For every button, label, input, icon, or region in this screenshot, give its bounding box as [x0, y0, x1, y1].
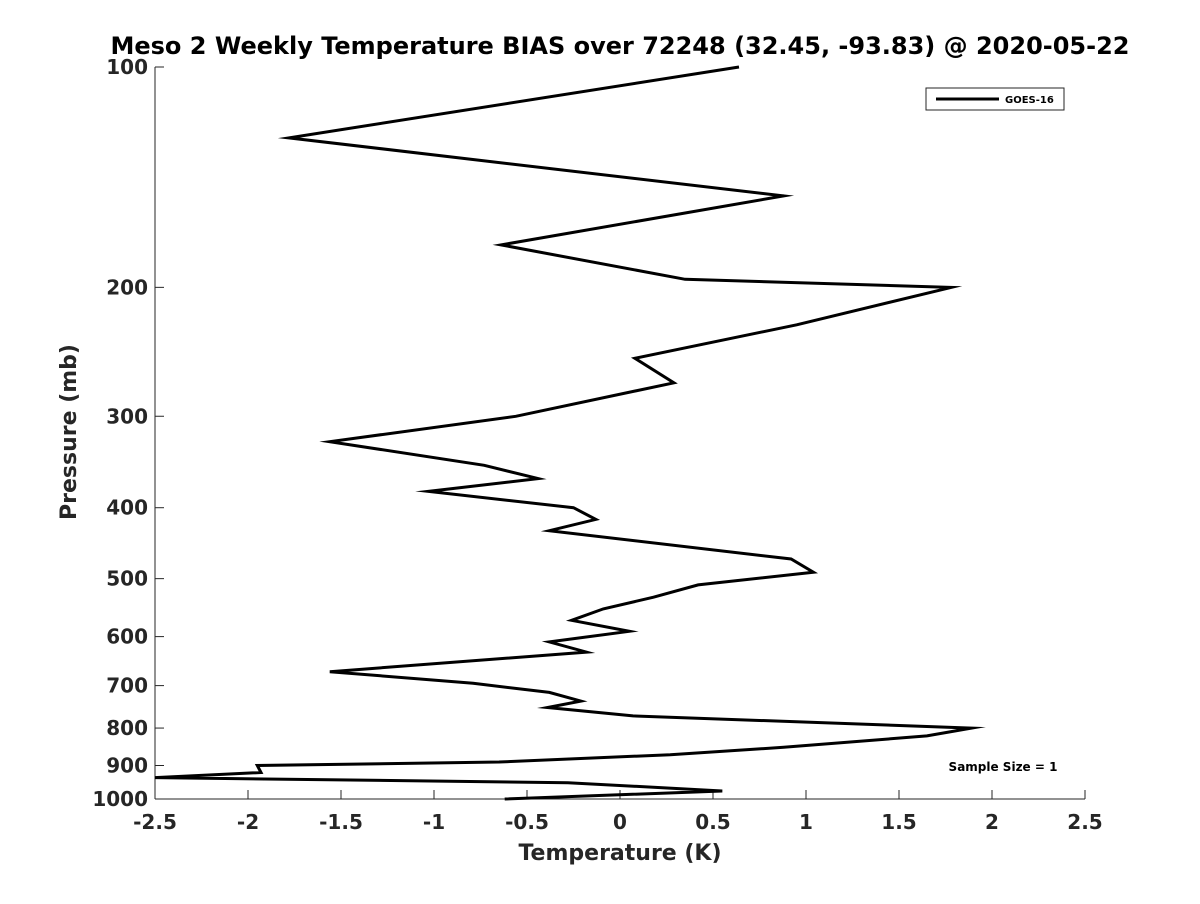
x-tick-label: -1.5 [319, 810, 363, 834]
x-tick-label: -1 [423, 810, 445, 834]
y-tick-label: 200 [106, 275, 148, 299]
x-tick-label: 2 [985, 810, 999, 834]
sample-size-annotation: Sample Size = 1 [949, 760, 1058, 774]
x-tick-label: 2.5 [1067, 810, 1102, 834]
x-axis-label: Temperature (K) [518, 841, 721, 866]
x-tick-label: 1 [799, 810, 813, 834]
axes: -2.5 -2 -1.5 -1 -0.5 0 0.5 1 1.5 2 2.5 100 200 300 400… [92, 55, 1102, 834]
y-tick-label: 900 [106, 754, 148, 778]
legend-entry-label: GOES-16 [1005, 95, 1054, 106]
y-tick-label: 500 [106, 567, 148, 591]
chart-title: Meso 2 Weekly Temperature BIAS over 7224… [110, 32, 1129, 60]
x-tick-label: 0.5 [695, 810, 730, 834]
y-tick-label: 800 [106, 716, 148, 740]
y-tick-label: 700 [106, 674, 148, 698]
x-tick-label: -2.5 [133, 810, 177, 834]
x-tick-label: -2 [237, 810, 259, 834]
y-tick-label: 100 [106, 55, 148, 79]
y-tick-label: 600 [106, 625, 148, 649]
y-tick-label: 400 [106, 496, 148, 520]
x-tick-label: -0.5 [505, 810, 549, 834]
y-axis-label: Pressure (mb) [57, 344, 82, 520]
y-tick-label: 1000 [92, 787, 148, 811]
series-line-goes-16 [154, 65, 986, 801]
x-tick-label: 1.5 [881, 810, 916, 834]
series-layer [154, 65, 986, 801]
legend: GOES-16 [925, 87, 1065, 111]
x-tick-label: 0 [613, 810, 627, 834]
y-tick-label: 300 [106, 404, 148, 428]
